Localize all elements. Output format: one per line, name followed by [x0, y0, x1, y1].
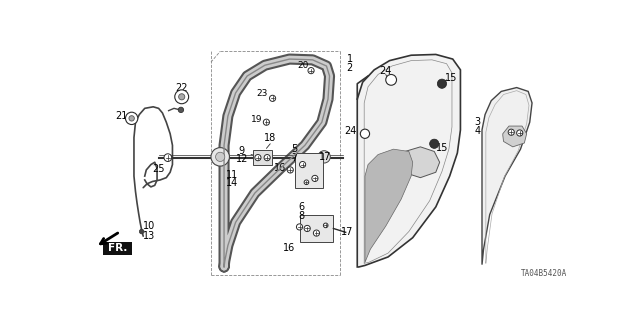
Text: TA04B5420A: TA04B5420A — [520, 269, 566, 278]
Circle shape — [360, 129, 369, 138]
Circle shape — [312, 175, 318, 182]
Text: FR.: FR. — [108, 243, 127, 254]
Polygon shape — [397, 147, 440, 178]
Text: 16: 16 — [284, 243, 296, 253]
Circle shape — [269, 95, 276, 101]
Polygon shape — [365, 149, 413, 262]
Text: 7: 7 — [291, 153, 297, 163]
FancyBboxPatch shape — [253, 150, 272, 165]
Text: 12: 12 — [236, 154, 248, 164]
Text: 1: 1 — [346, 54, 353, 64]
Text: 10: 10 — [143, 221, 156, 231]
Circle shape — [178, 107, 184, 113]
Text: 17: 17 — [319, 152, 331, 162]
Text: 8: 8 — [298, 211, 304, 221]
Text: 23: 23 — [256, 89, 268, 98]
Circle shape — [304, 180, 308, 185]
Text: 16: 16 — [274, 163, 286, 174]
Circle shape — [263, 119, 269, 125]
Circle shape — [296, 224, 303, 230]
Circle shape — [175, 90, 189, 104]
Circle shape — [314, 230, 319, 236]
FancyBboxPatch shape — [300, 215, 333, 242]
Circle shape — [211, 148, 230, 166]
Text: 22: 22 — [175, 83, 188, 93]
Text: 20: 20 — [298, 62, 309, 70]
Circle shape — [308, 68, 314, 74]
Text: 21: 21 — [115, 111, 128, 121]
Text: 5: 5 — [291, 144, 297, 154]
Circle shape — [318, 151, 330, 163]
Circle shape — [508, 129, 515, 135]
Polygon shape — [503, 126, 527, 147]
Text: 9: 9 — [239, 146, 245, 156]
Circle shape — [264, 154, 270, 161]
Circle shape — [429, 139, 439, 148]
Text: 17: 17 — [341, 227, 353, 237]
Text: 2: 2 — [346, 63, 353, 72]
Text: 15: 15 — [436, 143, 448, 152]
Text: 4: 4 — [474, 126, 481, 137]
Text: 24: 24 — [380, 66, 392, 76]
Circle shape — [516, 130, 523, 136]
Circle shape — [140, 229, 144, 234]
Polygon shape — [482, 87, 532, 265]
Polygon shape — [357, 55, 460, 267]
Circle shape — [323, 223, 328, 228]
FancyBboxPatch shape — [295, 153, 323, 188]
Circle shape — [164, 154, 172, 161]
Text: 3: 3 — [474, 117, 481, 127]
Text: 15: 15 — [445, 72, 458, 83]
Text: 11: 11 — [227, 170, 239, 180]
Circle shape — [216, 152, 225, 161]
Text: 19: 19 — [252, 115, 263, 124]
Circle shape — [386, 74, 397, 85]
Circle shape — [179, 94, 185, 100]
Circle shape — [255, 154, 261, 161]
Circle shape — [129, 116, 134, 121]
Text: 14: 14 — [227, 178, 239, 188]
Circle shape — [287, 167, 293, 173]
Circle shape — [437, 79, 447, 88]
Text: 25: 25 — [152, 164, 165, 174]
Circle shape — [300, 161, 306, 168]
Text: 18: 18 — [264, 133, 276, 143]
Circle shape — [125, 112, 138, 124]
FancyBboxPatch shape — [103, 242, 132, 255]
Text: 24: 24 — [344, 126, 356, 137]
Circle shape — [304, 226, 310, 232]
Text: 6: 6 — [298, 202, 304, 212]
Text: 13: 13 — [143, 231, 156, 241]
